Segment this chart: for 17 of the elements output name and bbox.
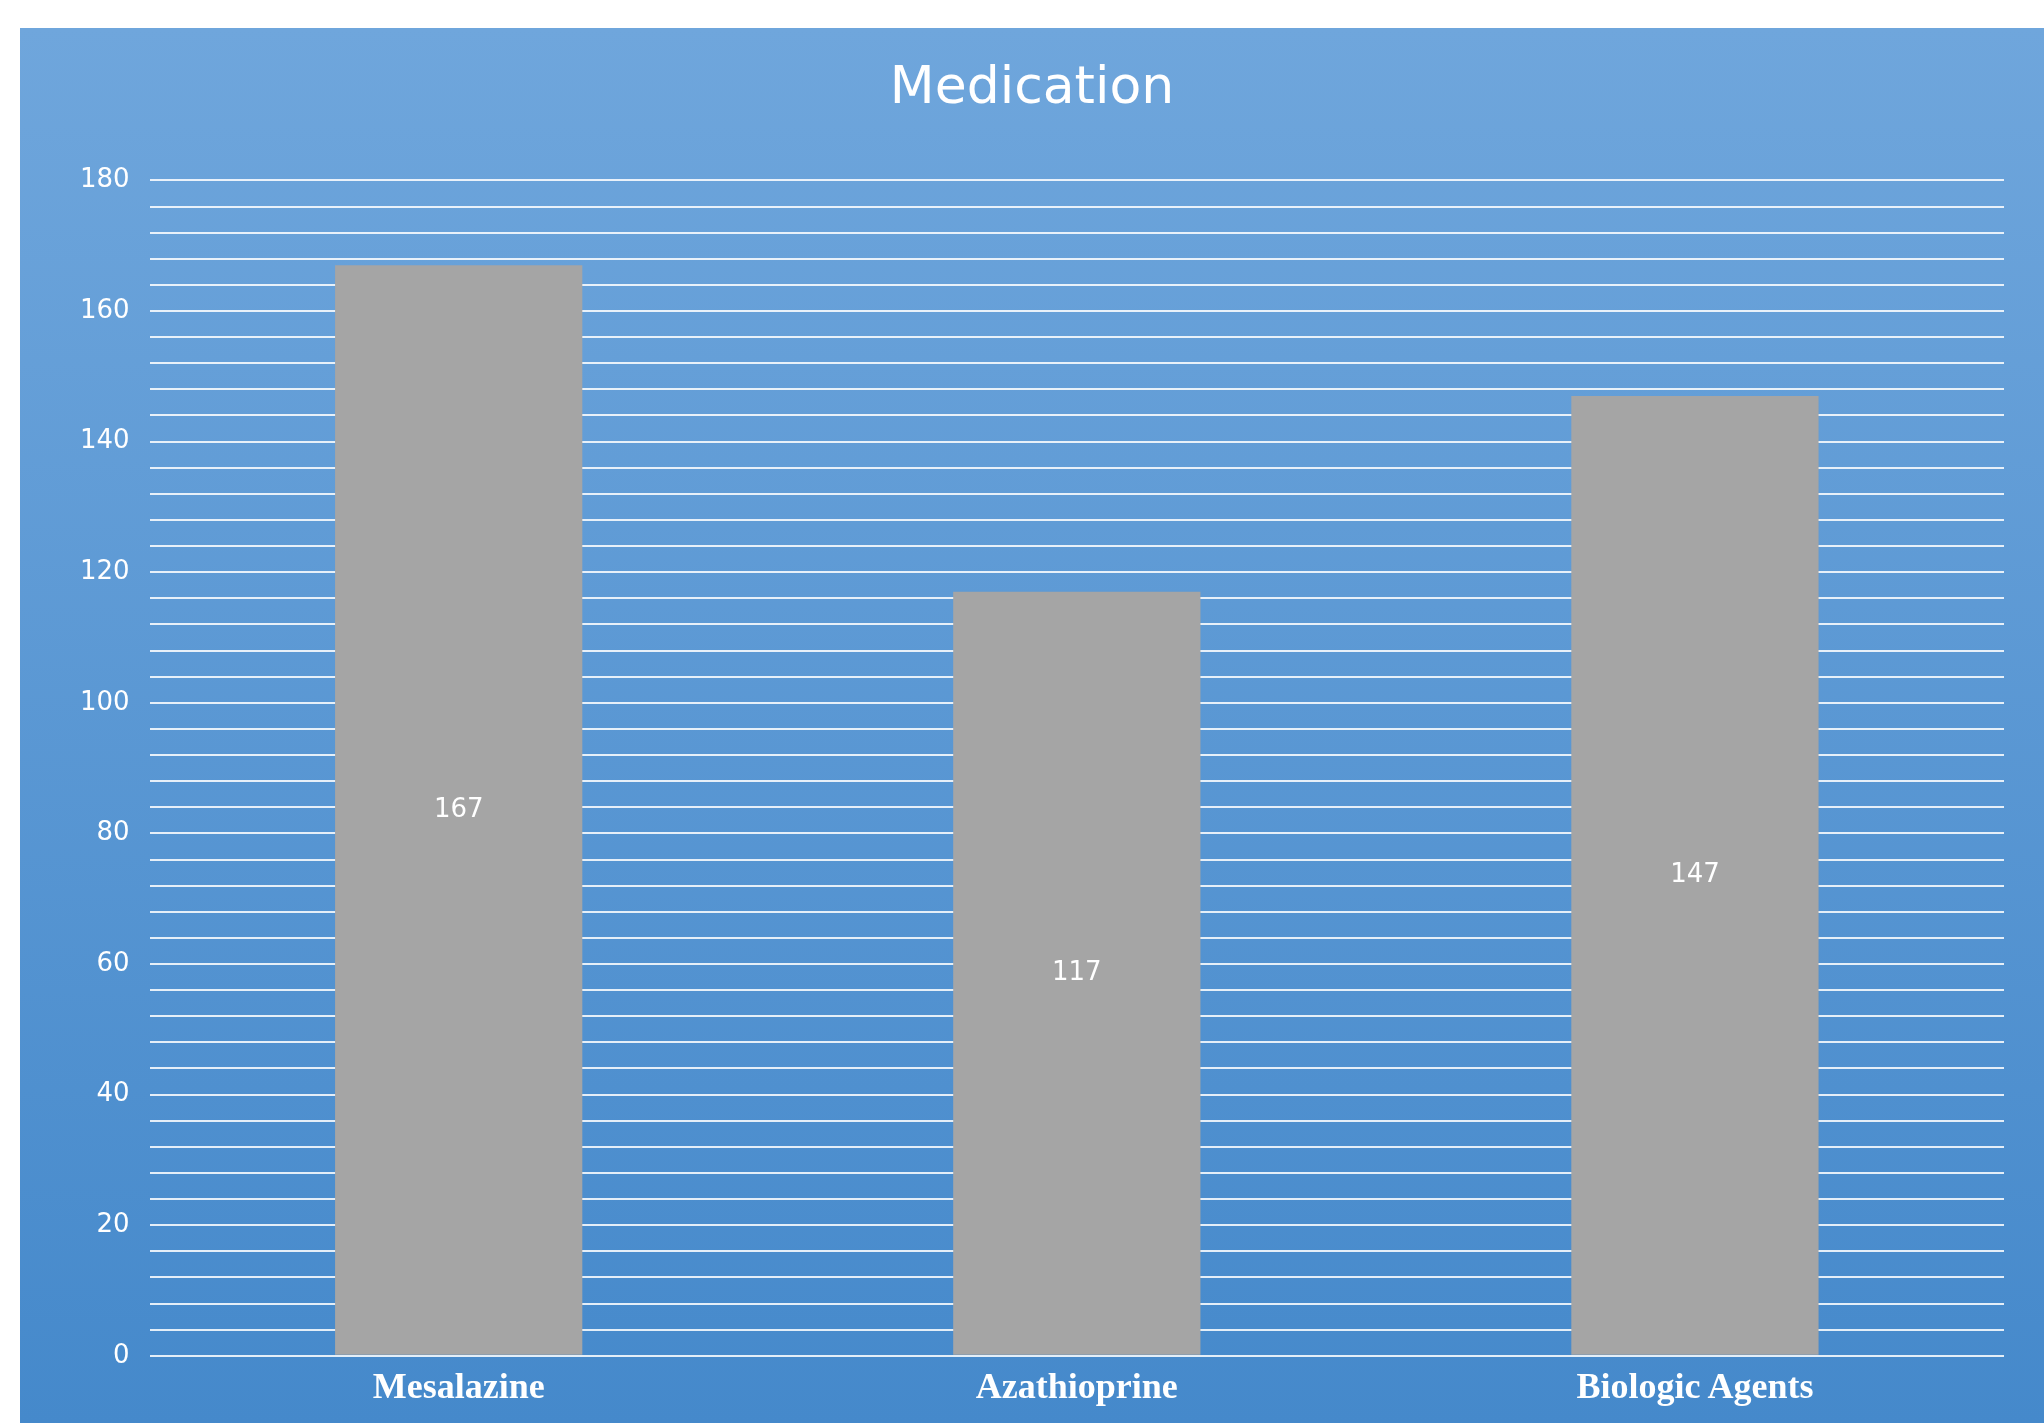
y-tick-label: 140 bbox=[79, 424, 130, 455]
y-tick-label: 80 bbox=[96, 816, 130, 847]
y-tick-label: 100 bbox=[79, 685, 130, 716]
y-tick-label: 120 bbox=[79, 554, 130, 585]
y-tick-label: 40 bbox=[96, 1077, 130, 1108]
x-tick-label: Mesalazine bbox=[372, 1365, 545, 1406]
y-tick-label: 180 bbox=[79, 163, 130, 194]
y-tick-label: 20 bbox=[96, 1207, 130, 1238]
y-tick-label: 0 bbox=[113, 1338, 130, 1369]
x-tick-label: Biologic Agents bbox=[1576, 1365, 1814, 1406]
x-tick-label: Azathioprine bbox=[975, 1365, 1178, 1406]
data-label: 117 bbox=[1051, 956, 1102, 987]
data-label: 147 bbox=[1670, 858, 1720, 889]
y-tick-label: 160 bbox=[79, 293, 130, 324]
y-tick-label: 60 bbox=[96, 946, 130, 977]
data-label: 167 bbox=[433, 792, 484, 823]
chart-title: Medication bbox=[889, 54, 1175, 115]
